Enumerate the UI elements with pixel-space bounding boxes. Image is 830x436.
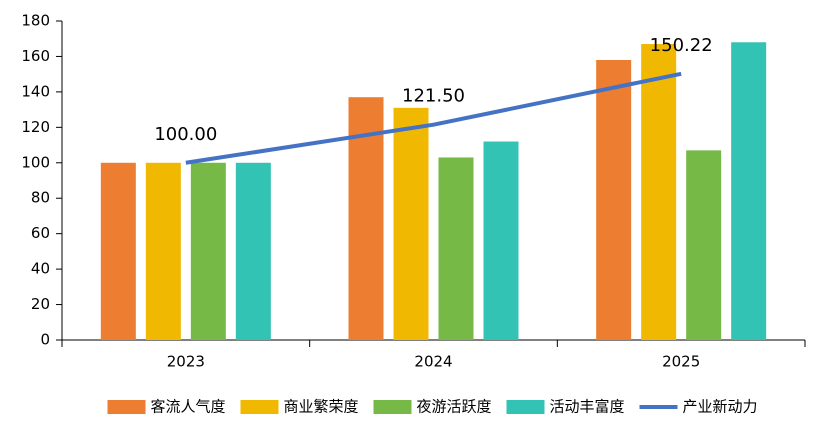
- data-label: 100.00: [154, 124, 217, 145]
- legend-label: 商业繁荣度: [284, 398, 359, 416]
- legend-swatch: [373, 400, 412, 414]
- bar: [235, 162, 271, 340]
- x-tick-label: 2023: [167, 353, 205, 371]
- y-tick-label: 40: [31, 260, 50, 278]
- y-tick-label: 80: [31, 189, 50, 207]
- data-label: 150.22: [650, 35, 713, 56]
- legend-swatch: [506, 400, 545, 414]
- bar: [731, 42, 767, 341]
- legend-label: 产业新动力: [683, 398, 758, 416]
- bar: [393, 107, 429, 340]
- y-tick-label: 180: [21, 12, 50, 30]
- y-tick-label: 100: [21, 153, 50, 171]
- y-tick-label: 20: [31, 295, 50, 313]
- bar: [145, 162, 181, 340]
- y-tick-label: 60: [31, 224, 50, 242]
- y-tick-label: 120: [21, 118, 50, 136]
- y-tick-label: 0: [40, 331, 50, 349]
- y-tick-label: 160: [21, 47, 50, 65]
- line: [185, 71, 682, 165]
- legend-label: 客流人气度: [151, 398, 226, 416]
- bar: [483, 141, 519, 340]
- x-tick-label: 2024: [414, 353, 452, 371]
- bar: [190, 162, 226, 340]
- data-label: 121.50: [402, 86, 465, 107]
- bar: [596, 59, 632, 340]
- legend-label: 活动丰富度: [550, 398, 625, 416]
- bar: [641, 44, 677, 341]
- bar: [438, 157, 474, 340]
- legend-swatch: [107, 400, 146, 414]
- bar: [686, 150, 722, 340]
- legend-swatch: [240, 400, 279, 414]
- legend-label: 夜游活跃度: [417, 398, 492, 416]
- bar: [100, 162, 136, 340]
- y-tick-label: 140: [21, 82, 50, 100]
- x-tick-label: 2025: [662, 353, 700, 371]
